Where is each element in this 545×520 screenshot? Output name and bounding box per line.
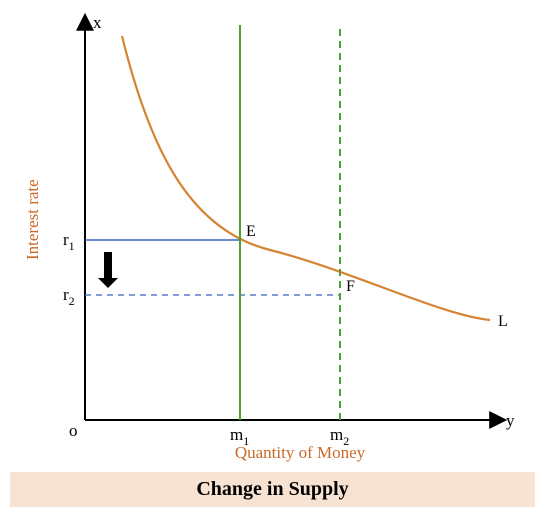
svg-text:y: y [506,411,515,430]
chart-svg: xyoInterest rateLEFr1r2m1m2 [0,0,545,520]
svg-text:L: L [498,313,508,330]
x-axis-title-text: Quantity of Money [235,443,365,462]
svg-text:F: F [346,278,355,295]
svg-text:o: o [69,421,78,440]
svg-text:r1: r1 [63,230,75,253]
x-axis-title: Quantity of Money [150,443,450,463]
svg-text:r2: r2 [63,285,75,308]
caption-text: Change in Supply [196,478,348,500]
svg-text:Interest rate: Interest rate [23,179,42,260]
caption-band: Change in Supply [10,472,535,507]
svg-text:E: E [246,223,256,240]
svg-text:x: x [93,13,102,32]
diagram-economics: xyoInterest rateLEFr1r2m1m2 Quantity of … [0,0,545,520]
